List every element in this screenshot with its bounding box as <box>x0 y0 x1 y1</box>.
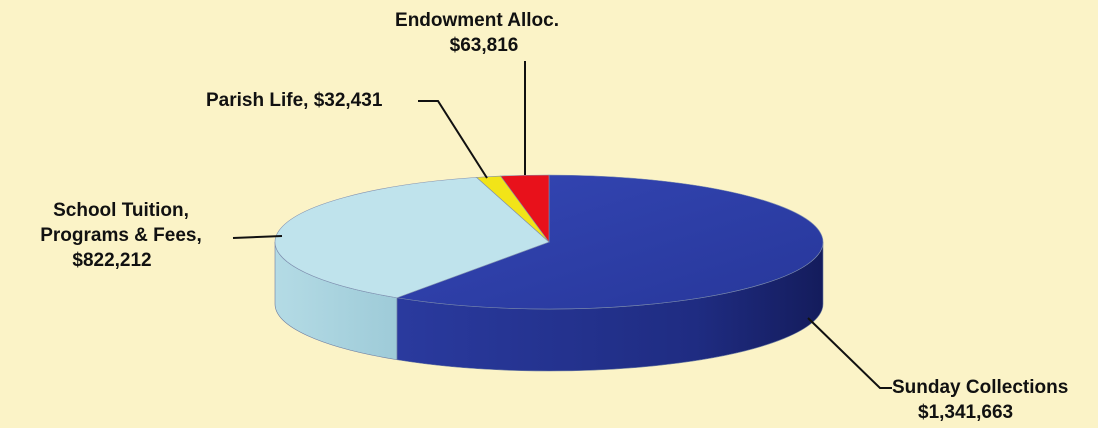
label-school-line1: School Tuition, <box>53 200 189 221</box>
leader-line-parish <box>418 100 488 179</box>
label-sunday-value: $1,341,663 <box>918 402 1013 423</box>
pie-slices <box>274 174 824 310</box>
label-sunday-name: Sunday Collections <box>892 377 1068 398</box>
label-endowment-name: Endowment Alloc. <box>395 10 559 31</box>
label-endowment-value: $63,816 <box>450 35 519 56</box>
pie-slice-endowment-alloc <box>500 174 550 243</box>
leader-line-sunday <box>807 317 892 389</box>
label-parish: Parish Life, $32,431 <box>206 90 383 111</box>
leader-line-school <box>232 235 283 239</box>
label-school-value: $822,212 <box>72 250 151 271</box>
pie-slice-sunday-collections <box>395 174 824 310</box>
label-school-line2: Programs & Fees, <box>40 225 202 246</box>
pie-slice-school-tuition-programs-fees <box>274 177 550 299</box>
